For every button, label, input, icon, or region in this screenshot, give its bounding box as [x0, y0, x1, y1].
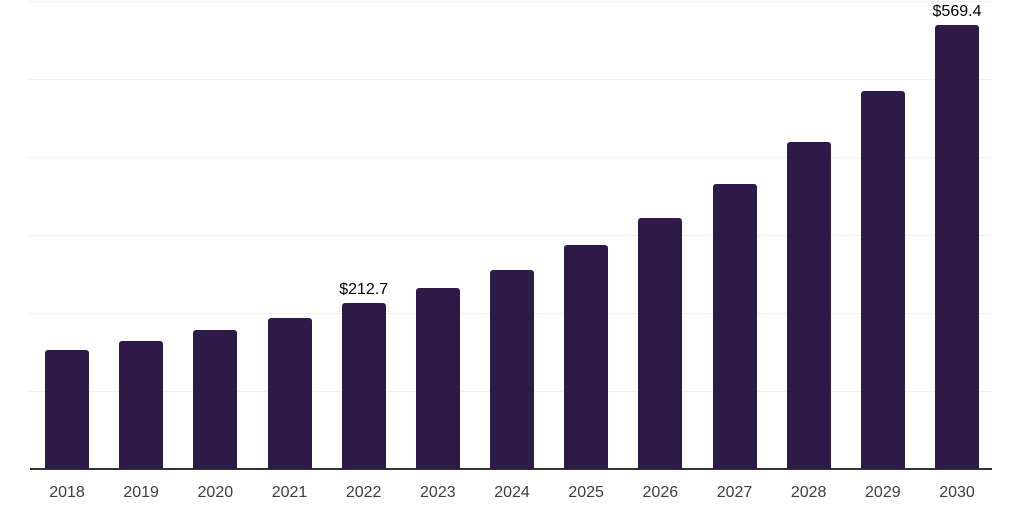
x-axis-label-2027: 2027 — [716, 484, 753, 501]
bar-2022 — [341, 303, 386, 469]
bar-2029 — [860, 90, 905, 469]
data-label-2030: $569.4 — [932, 2, 982, 20]
gridline — [28, 235, 992, 236]
x-axis-label-2023: 2023 — [420, 484, 456, 501]
bar-2028 — [786, 141, 831, 469]
gridline — [28, 79, 992, 80]
x-axis-label-2025: 2025 — [568, 484, 604, 501]
x-axis-label-2030: 2030 — [939, 484, 975, 501]
gridline — [28, 1, 992, 2]
x-axis-label-2029: 2029 — [865, 484, 901, 501]
bar-2018 — [45, 349, 89, 469]
x-axis-label-2022: 2022 — [345, 484, 382, 501]
bar-2023 — [415, 288, 460, 469]
x-axis-label-2024: 2024 — [494, 484, 530, 501]
plot-area: 2018 2019 2020 2021 $212.7 2022 2023 2024 2025 20… — [28, 0, 992, 512]
x-axis-label-2021: 2021 — [271, 484, 308, 501]
x-axis-label-2019: 2019 — [123, 484, 159, 501]
x-axis-label-2018: 2018 — [49, 484, 85, 501]
x-axis-label-2028: 2028 — [790, 484, 827, 501]
bar-2021 — [267, 317, 312, 469]
bar-2020 — [193, 330, 238, 469]
x-axis-label-2026: 2026 — [642, 484, 679, 501]
bar-2030 — [935, 24, 979, 469]
bar-2025 — [564, 245, 609, 469]
bar-2027 — [712, 184, 757, 469]
x-axis-label-2020: 2020 — [197, 484, 234, 501]
x-axis-line — [30, 468, 992, 470]
data-label-2022: $212.7 — [339, 281, 389, 299]
bar-2019 — [119, 340, 164, 469]
gridline — [28, 157, 992, 158]
bar-2026 — [638, 217, 683, 469]
bar-2024 — [490, 269, 534, 469]
